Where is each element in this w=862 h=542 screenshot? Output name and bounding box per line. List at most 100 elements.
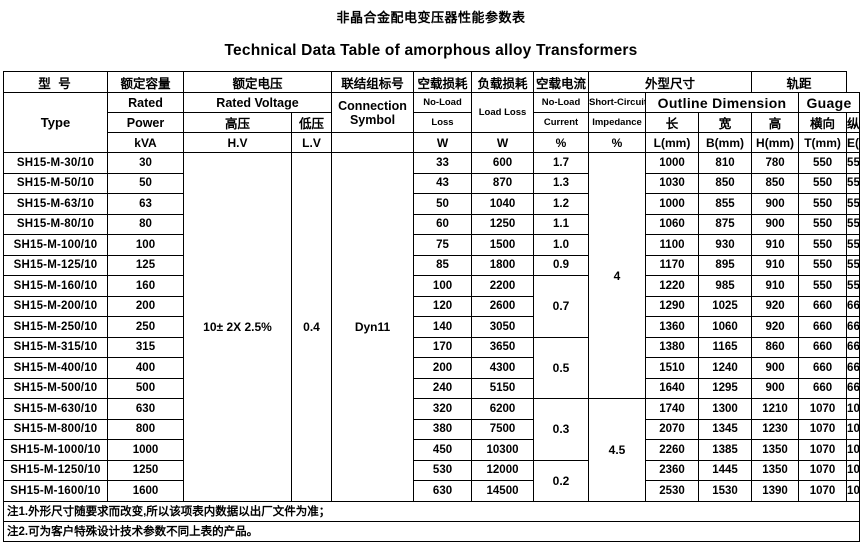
header-no-load-current-unit: % (533, 132, 590, 153)
cell-rated-power: 400 (107, 357, 184, 379)
cell-no-load-loss: 630 (413, 480, 473, 502)
cell-type: SH15-M-63/10 (3, 193, 108, 215)
cell-load-loss: 2600 (471, 295, 535, 317)
transformer-spec-table: 型 号 额定容量 额定电压 联结组标号 空载损耗 负载损耗 空载电流 外型尺寸 … (3, 71, 860, 502)
cell-dim-width: 855 (698, 193, 753, 215)
table-row: SH15-M-200/10200120260012901025920660660 (3, 295, 860, 317)
header-row-units: kVA H.V L.V W W % % L(mm) B(mm) H(mm) T(… (4, 132, 860, 153)
cell-gauge-t: 660 (798, 316, 848, 338)
cell-rated-power: 200 (107, 295, 184, 317)
cell-no-load-loss: 33 (413, 152, 473, 174)
header-short-circuit-unit: % (588, 132, 647, 153)
cell-load-loss: 3650 (471, 336, 535, 358)
cell-no-load-loss: 200 (413, 357, 473, 379)
header-no-load-loss-unit: W (413, 132, 473, 153)
cell-rated-power: 50 (107, 172, 184, 194)
cell-dim-length: 1100 (645, 234, 700, 256)
cell-no-load-loss: 85 (413, 254, 473, 276)
header-outline-dimension-cn: 外型尺寸 (588, 71, 753, 93)
cell-dim-width: 1530 (698, 480, 753, 502)
table-row: SH15-M-630/10 630 320 6200 0.3 4.5 1740 1300 121… (3, 398, 860, 502)
cell-no-load-current: 1.0 (533, 234, 590, 256)
cell-load-loss: 1040 (471, 193, 535, 215)
table-row: SH15-M-30/10 30 10± 2X 2.5% 0.4 Dyn11 33 600 1.… (3, 152, 860, 502)
header-outline-dimension-en: Outline Dimension (645, 92, 800, 113)
cell-no-load-current: 0.3 (533, 398, 590, 461)
cell-rated-voltage-hv: 10± 2X 2.5% (183, 152, 292, 502)
header-gauge-t-cn: 横向 (798, 112, 848, 133)
cell-dim-width: 1295 (698, 377, 753, 399)
header-voltage-hv-en: H.V (183, 132, 292, 153)
cell-connection-symbol: Dyn11 (331, 152, 415, 502)
cell-dim-width: 1060 (698, 316, 753, 338)
cell-dim-length: 2530 (645, 480, 700, 502)
header-short-circuit-line2: Impedance (588, 112, 647, 133)
cell-gauge-e: 550 (846, 193, 860, 215)
cell-load-loss: 1800 (471, 254, 535, 276)
cell-dim-height: 910 (751, 275, 800, 297)
cell-gauge-t: 550 (798, 254, 848, 276)
cell-rated-power: 315 (107, 336, 184, 358)
cell-dim-height: 900 (751, 193, 800, 215)
cell-no-load-loss: 100 (413, 275, 473, 297)
header-no-load-loss-line2: Loss (413, 112, 473, 133)
cell-no-load-current: 0.7 (533, 275, 590, 338)
table-row: SH15-M-800/10 800 380 7500 2070 1345 1230 1070 1… (3, 418, 860, 440)
cell-dim-height: 850 (751, 172, 800, 194)
cell-gauge-t: 660 (798, 336, 848, 358)
cell-dim-height: 910 (751, 234, 800, 256)
header-dim-height-unit: H(mm) (751, 132, 800, 153)
cell-gauge-e: 660 (846, 316, 860, 338)
cell-gauge-t: 550 (798, 234, 848, 256)
header-no-load-current-line2: Current (533, 112, 590, 133)
cell-gauge-t: 550 (798, 275, 848, 297)
cell-dim-length: 1170 (645, 254, 700, 276)
cell-gauge-e: 1070 (846, 480, 860, 502)
header-no-load-current-line1: No-Load (533, 92, 590, 113)
cell-load-loss: 5150 (471, 377, 535, 399)
cell-no-load-loss: 240 (413, 377, 473, 399)
cell-dim-length: 1360 (645, 316, 700, 338)
cell-short-circuit-impedance: 4 (588, 152, 647, 399)
cell-gauge-t: 1070 (798, 459, 848, 481)
cell-no-load-loss: 450 (413, 439, 473, 461)
table-row: SH15-M-250/10250140305013601060920660660 (3, 316, 860, 338)
cell-no-load-loss: 120 (413, 295, 473, 317)
page-root: 非晶合金配电变压器性能参数表 Technical Data Table of a… (0, 9, 862, 542)
header-short-circuit-line1: Short-Circuit (588, 92, 647, 113)
cell-load-loss: 1250 (471, 213, 535, 235)
cell-rated-power: 500 (107, 377, 184, 399)
cell-no-load-current: 1.7 (533, 152, 590, 174)
cell-dim-width: 850 (698, 172, 753, 194)
header-dim-width-cn: 宽 (698, 112, 753, 133)
cell-dim-height: 1350 (751, 439, 800, 461)
header-voltage-lv-cn: 低压 (290, 112, 333, 133)
header-rated-voltage-cn: 额定电压 (182, 71, 333, 93)
cell-dim-width: 930 (698, 234, 753, 256)
cell-dim-length: 1290 (645, 295, 700, 317)
cell-dim-width: 1300 (698, 398, 753, 420)
cell-rated-power: 250 (107, 316, 184, 338)
table-header: 型 号 额定容量 额定电压 联结组标号 空载损耗 负载损耗 空载电流 外型尺寸 … (3, 71, 860, 153)
cell-rated-power: 630 (107, 398, 184, 420)
table-row: SH15-M-1250/10 1250 530 12000 0.2 2360 1445 135… (3, 459, 860, 502)
cell-rated-power: 1250 (107, 459, 184, 481)
cell-type: SH15-M-500/10 (3, 377, 108, 399)
table-row: SH15-M-1600/10 1600 630 14500 2530 1530 1390 10… (3, 480, 860, 502)
cell-type: SH15-M-30/10 (3, 152, 108, 174)
cell-load-loss: 10300 (471, 439, 535, 461)
note-row: 注1.外形尺寸随要求而改变,所以该项表内数据以出厂文件为准； (3, 501, 860, 522)
cell-no-load-current: 1.2 (533, 193, 590, 215)
cell-dim-height: 910 (751, 254, 800, 276)
cell-no-load-current: 1.3 (533, 172, 590, 194)
cell-gauge-t: 660 (798, 295, 848, 317)
cell-dim-width: 1165 (698, 336, 753, 358)
cell-dim-length: 1380 (645, 336, 700, 358)
cell-type: SH15-M-50/10 (3, 172, 108, 194)
cell-load-loss: 1500 (471, 234, 535, 256)
cell-rated-power: 30 (107, 152, 184, 174)
cell-type: SH15-M-1250/10 (3, 459, 108, 481)
cell-gauge-e: 1070 (846, 459, 860, 481)
header-dim-width-unit: B(mm) (698, 132, 753, 153)
